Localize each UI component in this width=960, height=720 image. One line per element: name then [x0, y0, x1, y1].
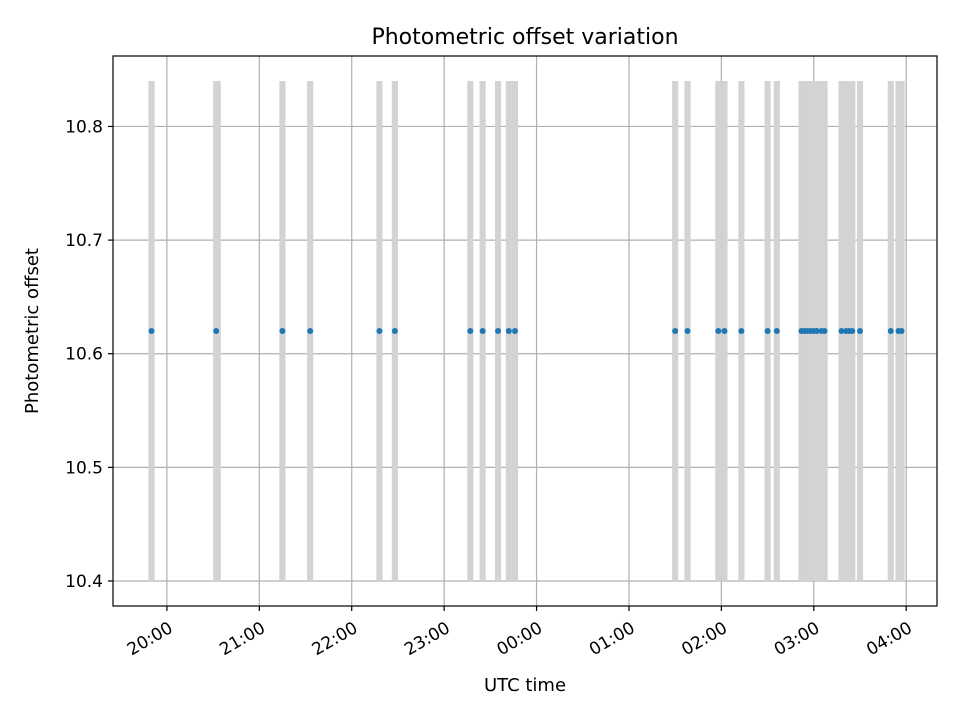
data-point	[721, 328, 728, 334]
x-axis-title: UTC time	[484, 675, 566, 696]
data-point	[738, 328, 745, 334]
data-point	[813, 328, 820, 334]
y-axis-title: Photometric offset	[22, 248, 43, 414]
data-point	[148, 328, 155, 334]
y-tick-label: 10.6	[65, 345, 103, 365]
x-tick-label: 20:00	[124, 618, 176, 660]
data-point	[684, 328, 691, 334]
data-point	[898, 328, 905, 334]
y-tick-label: 10.5	[65, 458, 103, 478]
data-point	[672, 328, 679, 334]
data-point	[279, 328, 286, 334]
x-tick-label: 00:00	[494, 618, 546, 660]
data-point	[849, 328, 856, 334]
x-tick-label: 23:00	[401, 618, 453, 660]
data-point	[773, 328, 780, 334]
data-point	[376, 328, 383, 334]
data-point	[715, 328, 722, 334]
data-point	[511, 328, 518, 334]
x-tick-label: 21:00	[216, 618, 268, 660]
data-point	[467, 328, 474, 334]
data-point	[764, 328, 771, 334]
chart-title: Photometric offset variation	[371, 25, 678, 50]
y-tick-label: 10.4	[65, 572, 103, 592]
data-point	[479, 328, 486, 334]
x-tick-label: 03:00	[771, 618, 823, 660]
data-point	[505, 328, 512, 334]
data-point	[213, 328, 220, 334]
data-point	[495, 328, 502, 334]
plot-frame	[112, 55, 938, 607]
band-layer	[148, 81, 905, 581]
point-layer	[148, 328, 905, 334]
data-point	[856, 328, 863, 334]
data-point	[821, 328, 828, 334]
x-tick-label: 02:00	[678, 618, 730, 660]
data-point	[391, 328, 398, 334]
x-tick-label: 04:00	[863, 618, 915, 660]
y-tick-label: 10.8	[65, 117, 103, 137]
data-point	[887, 328, 894, 334]
y-axis-ticks: 10.4 10.5 10.6 10.7 10.8	[65, 117, 113, 592]
y-tick-label: 10.7	[65, 231, 103, 251]
data-point	[307, 328, 314, 334]
x-tick-label: 22:00	[309, 618, 361, 660]
data-point	[838, 328, 845, 334]
x-axis-ticks: 20:00 21:00 22:00 23:00 00:00 01:00 02:00 03:00…	[124, 606, 916, 660]
x-tick-label: 01:00	[586, 618, 638, 660]
